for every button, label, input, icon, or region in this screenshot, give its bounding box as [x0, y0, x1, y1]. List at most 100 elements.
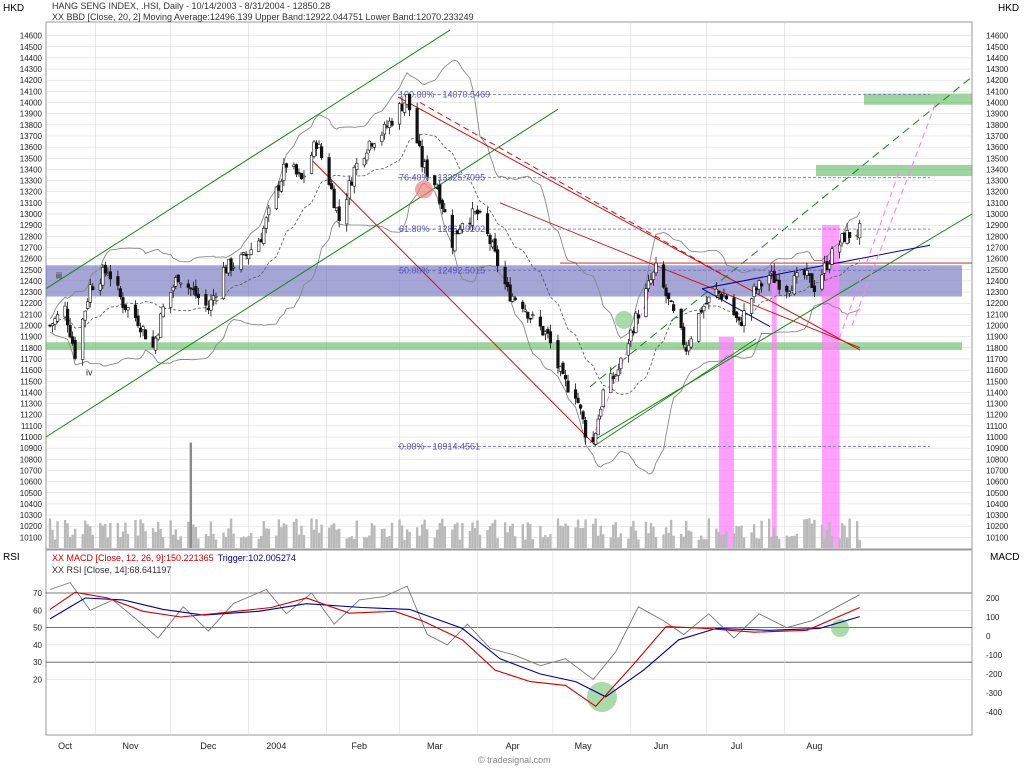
month-label: Oct	[58, 741, 73, 751]
candle-body	[179, 282, 183, 285]
volume-bar	[330, 524, 333, 548]
candlesticks	[48, 93, 862, 446]
candle-body	[214, 295, 218, 298]
price-tick-label-right: 11600	[986, 366, 1008, 375]
candle-body	[397, 103, 402, 125]
volume-bar	[840, 523, 844, 548]
candle-body	[807, 273, 812, 276]
volume-bar	[373, 525, 376, 548]
volume-bar	[805, 518, 809, 548]
bollinger-bands	[49, 59, 861, 475]
candle-body	[292, 164, 296, 167]
candle-body	[460, 223, 464, 230]
volume-bar	[174, 529, 177, 548]
volume-bar	[242, 536, 245, 548]
rsi-tick-label: 40	[33, 641, 42, 650]
volume-bar	[144, 531, 147, 548]
volume-bar	[350, 535, 353, 548]
price-tick-label-right: 11500	[986, 377, 1008, 386]
volume-bar	[458, 539, 462, 548]
volume-bar	[227, 528, 230, 548]
volume-bar	[66, 523, 69, 548]
candle-body	[141, 326, 145, 330]
macd-legend-trigger: Trigger:102.005274	[218, 553, 296, 563]
candle-body	[767, 275, 771, 285]
volume-bar	[524, 539, 527, 548]
volume-bar	[488, 525, 492, 548]
candle-body	[116, 276, 120, 286]
price-tick-label-left: 14300	[20, 65, 43, 74]
volume-bar	[89, 526, 92, 548]
volume-bar	[773, 527, 776, 548]
candle-body	[581, 411, 585, 420]
price-tick-label-right: 10100	[986, 533, 1009, 542]
candle-body	[247, 254, 251, 260]
candle-body	[390, 120, 394, 126]
volume-bar	[222, 532, 225, 548]
volume-bar	[682, 536, 685, 548]
volume-bar	[564, 523, 567, 548]
macd-tick-label: 0	[986, 632, 991, 641]
volume-bar	[172, 534, 175, 548]
candle-body	[827, 263, 832, 270]
candle-body	[752, 285, 756, 297]
candle-body	[282, 163, 286, 181]
candle-body	[458, 229, 462, 234]
candle-body	[629, 329, 633, 342]
price-tick-label-left: 11200	[20, 411, 42, 420]
volume-bar	[63, 519, 67, 548]
volume-bar	[443, 526, 446, 548]
price-tick-label-right: 12000	[986, 322, 1009, 331]
volume-bar	[56, 521, 59, 548]
volume-bar	[257, 538, 260, 548]
volume-bar	[247, 535, 250, 548]
candle-body	[473, 211, 477, 214]
candle-body	[644, 288, 648, 317]
month-label: Nov	[122, 741, 139, 751]
volume-bar	[793, 535, 796, 548]
candle-body	[596, 418, 600, 436]
volume-bar	[526, 522, 529, 548]
candle-body	[154, 337, 158, 351]
macd-tick-label: -400	[986, 708, 1003, 717]
volume-bar	[285, 524, 288, 548]
candle-body	[169, 292, 173, 308]
candle-body	[405, 94, 409, 105]
candle-body	[558, 366, 563, 372]
candle-body	[634, 313, 638, 333]
fib-level-label: 50.00% - 12492.5015	[399, 266, 485, 276]
volume-bar	[664, 527, 668, 548]
candle-body	[717, 290, 721, 294]
price-tick-label-right: 10800	[986, 455, 1009, 464]
candle-body	[777, 279, 781, 290]
candle-body	[350, 181, 354, 186]
volume-bar	[420, 524, 424, 548]
volume-bar	[471, 522, 474, 548]
price-tick-label-right: 13200	[986, 188, 1009, 197]
volume-bar	[813, 519, 816, 548]
candle-body	[734, 311, 739, 318]
volume-bar	[843, 525, 846, 548]
price-tick-label-right: 13500	[986, 154, 1009, 163]
candle-body	[785, 286, 789, 292]
volume-bar	[177, 539, 180, 548]
macd-trigger-line	[49, 597, 860, 698]
candle-body	[666, 292, 671, 299]
chart-title: HANG SENG INDEX, .HSI, Daily - 10/14/200…	[52, 1, 330, 11]
candle-body	[707, 296, 711, 303]
candle-body	[189, 287, 193, 290]
highlight-column	[771, 269, 777, 548]
axes-labels: 10100 10100 10200 10200 10300 10300 10400 10400…	[20, 32, 1009, 751]
candle-body	[91, 286, 95, 291]
volume-bar	[265, 528, 268, 548]
candle-body	[367, 140, 371, 151]
volume-bar	[561, 526, 565, 548]
volume-bar	[207, 536, 210, 548]
candle-body	[506, 281, 510, 288]
candle-body	[257, 240, 261, 252]
volume-bar	[403, 539, 406, 548]
candle-body	[810, 273, 814, 288]
red-channel-upper	[397, 96, 861, 351]
volume-bar	[581, 527, 585, 548]
volume-bar	[126, 534, 130, 548]
